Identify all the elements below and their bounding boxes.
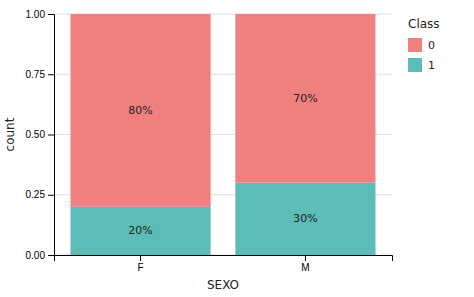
y-tick-mark [48, 135, 54, 136]
bar [70, 207, 210, 255]
legend-label: 1 [428, 59, 435, 72]
y-tick-label: 0.25 [26, 189, 46, 200]
x-tick-mark [140, 255, 141, 261]
data-label: 80% [128, 104, 152, 117]
y-axis-title: count [3, 117, 17, 151]
series [70, 14, 375, 207]
x-tick-label: F [138, 262, 144, 273]
bars [70, 14, 375, 255]
legend-swatch [408, 58, 422, 72]
data-labels: 20% 30% 80% 70% [128, 92, 317, 238]
data-label: 20% [128, 224, 152, 237]
bar [235, 14, 375, 183]
legend-title: Class [408, 17, 440, 31]
legend: Class 0 1 [408, 17, 440, 72]
x-tick: M [301, 255, 309, 273]
x-axis-line [55, 256, 393, 262]
bar [70, 14, 210, 207]
grid [54, 14, 392, 255]
y-axis-line [48, 15, 55, 256]
plot: 20%30%80%70%0.000.250.500.751.00FM [26, 9, 393, 273]
y-tick-mark [48, 255, 54, 256]
bar [235, 183, 375, 255]
y-tick: 1.00 [26, 9, 54, 20]
legend-item: 1 [408, 58, 435, 72]
y-tick-label: 0.75 [26, 69, 46, 80]
data-label: 70% [293, 92, 317, 105]
x-tick-label: M [301, 262, 309, 273]
y-tick-label: 0.50 [26, 129, 46, 140]
data-label: 30% [293, 212, 317, 225]
y-tick-mark [48, 195, 54, 196]
legend-item: 0 [408, 38, 435, 52]
legend-label: 0 [428, 39, 435, 52]
y-tick-mark [48, 14, 54, 15]
y-tick-label: 0.00 [26, 250, 46, 261]
y-tick: 0.50 [26, 129, 54, 140]
x-tick-mark [305, 255, 306, 261]
x-axis: FM [55, 255, 393, 273]
y-tick-label: 1.00 [26, 9, 46, 20]
y-tick: 0.75 [26, 69, 54, 80]
x-axis-title: SEXO [207, 278, 239, 292]
y-tick-mark [48, 74, 54, 75]
chart: 20%30%80%70%0.000.250.500.751.00FMSEXOco… [0, 0, 474, 297]
x-tick: F [138, 255, 144, 273]
y-tick: 0.25 [26, 189, 54, 200]
legend-swatch [408, 38, 422, 52]
y-axis: 0.00 0.25 0.50 0.75 1.00 [26, 9, 55, 261]
y-tick: 0.00 [26, 250, 54, 261]
